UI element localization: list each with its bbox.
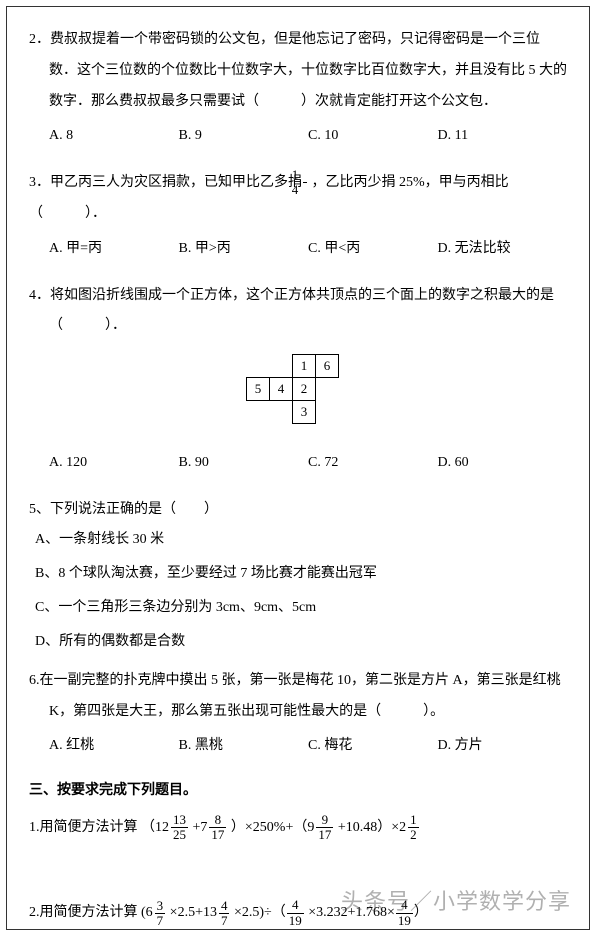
p1-m1-d: 25 [171, 828, 188, 842]
p2-number: 2. [29, 905, 40, 920]
q5-text: 下列说法正确的是（ ） [50, 502, 218, 517]
p1-plus2: +10.48）× [334, 820, 399, 835]
p1-m1-w: 12 [155, 813, 169, 844]
q2-opt-a: A. 8 [49, 121, 179, 152]
net-cell-3: 3 [292, 400, 316, 424]
q2-options: A. 8 B. 9 C. 10 D. 11 [29, 121, 567, 152]
q2-number: 2． [29, 32, 50, 47]
q3-frac: 14 [303, 168, 307, 198]
q6-number: 6. [29, 673, 40, 688]
p1-m1-n: 13 [171, 813, 188, 828]
q5-opt-c: C、一个三角形三条边分别为 3cm、9cm、5cm [29, 594, 567, 622]
q5-opt-b: B、8 个球队淘汰赛，至少要经过 7 场比赛才能赛出冠军 [29, 560, 567, 588]
p1-m4: 212 [399, 813, 420, 844]
p1-m2-w: 7 [200, 813, 207, 844]
q3-frac-num: 1 [303, 168, 307, 183]
p1-m2-d: 17 [209, 828, 226, 842]
p2-m2-d: 7 [219, 914, 230, 928]
question-4: 4．将如图沿折线围成一个正方体，这个正方体共顶点的三个面上的数字之积最大的是（ … [29, 281, 567, 479]
q4-number: 4． [29, 288, 50, 303]
section-3-title: 三、按要求完成下列题目。 [29, 780, 567, 802]
p2-m2-n: 4 [219, 899, 230, 914]
p1-m4-d: 2 [408, 828, 419, 842]
p2-f1-d: 19 [287, 914, 304, 928]
q4-opt-b: B. 90 [179, 448, 309, 479]
p2-m2-w: 13 [203, 898, 217, 929]
p2-m1-w: 6 [146, 898, 153, 929]
p1-m3: 9917 [307, 813, 334, 844]
q3-opt-c: C. 甲<丙 [308, 234, 438, 265]
q3-frac-den: 4 [303, 183, 307, 197]
question-2: 2．费叔叔提着一个带密码锁的公文包，但是他忘记了密码，只记得密码是一个三位数．这… [29, 25, 567, 152]
page: 2．费叔叔提着一个带密码锁的公文包，但是他忘记了密码，只记得密码是一个三位数．这… [6, 6, 590, 930]
question-5: 5、下列说法正确的是（ ） A、一条射线长 30 米 B、8 个球队淘汰赛，至少… [29, 495, 567, 656]
q3-pre: 甲乙丙三人为灾区捐款，已知甲比乙多捐 [50, 175, 302, 190]
q6-opt-c: C. 梅花 [308, 731, 438, 762]
question-6: 6.在一副完整的扑克牌中摸出 5 张，第一张是梅花 10，第二张是方片 A，第三… [29, 666, 567, 762]
net-cell-6: 6 [315, 354, 339, 378]
q6-opt-b: B. 黑桃 [179, 731, 309, 762]
q3-opt-b: B. 甲>丙 [179, 234, 309, 265]
problem-1: 1.用简便方法计算 （121325 +7817 ）×250%+（9917 +10… [29, 813, 567, 844]
q4-options: A. 120 B. 90 C. 72 D. 60 [29, 448, 567, 479]
watermark: 头条号／小学数学分享 [341, 884, 571, 919]
q6-opt-a: A. 红桃 [49, 731, 179, 762]
p1-m3-n: 9 [316, 813, 333, 828]
q2-opt-c: C. 10 [308, 121, 438, 152]
p1-m2-n: 8 [209, 813, 226, 828]
p1-m3-d: 17 [316, 828, 333, 842]
q2-opt-d: D. 11 [438, 121, 568, 152]
p2-m1-d: 7 [155, 914, 166, 928]
q5-opt-d: D、所有的偶数都是合数 [29, 628, 567, 656]
q4-text: 将如图沿折线围成一个正方体，这个正方体共顶点的三个面上的数字之积最大的是（ ）． [49, 288, 554, 334]
p1-mid1: ）×250%+（ [227, 820, 307, 835]
p1-pre: 用简便方法计算 （ [40, 820, 156, 835]
q4-opt-d: D. 60 [438, 448, 568, 479]
q2-text: 费叔叔提着一个带密码锁的公文包，但是他忘记了密码，只记得密码是一个三位数．这个三… [49, 32, 567, 109]
p2-m1-n: 3 [155, 899, 166, 914]
net-cell-5: 5 [246, 377, 270, 401]
p1-plus1: + [189, 820, 200, 835]
p2-f1: 419 [287, 898, 304, 928]
q3-number: 3． [29, 175, 50, 190]
p2-t1: ×2.5+ [166, 905, 203, 920]
p2-m1: 637 [146, 898, 167, 929]
p1-m1: 121325 [155, 813, 189, 844]
q3-mid: ，乙比丙少捐 25%，甲与丙相比 [308, 175, 509, 190]
q3-opt-d: D. 无法比较 [438, 234, 568, 265]
net-cell-4: 4 [269, 377, 293, 401]
q6-text: 在一副完整的扑克牌中摸出 5 张，第一张是梅花 10，第二张是方片 A，第三张是… [40, 673, 561, 719]
question-3: 3．甲乙丙三人为灾区捐款，已知甲比乙多捐14 ，乙比丙少捐 25%，甲与丙相比 … [29, 168, 567, 264]
cube-net: 1 6 5 4 2 3 [228, 350, 368, 440]
q2-opt-b: B. 9 [179, 121, 309, 152]
q6-options: A. 红桃 B. 黑桃 C. 梅花 D. 方片 [29, 731, 567, 762]
p1-m3-w: 9 [307, 813, 314, 844]
p1-m2: 7817 [200, 813, 227, 844]
p2-t2: ×2.5)÷（ [230, 905, 285, 920]
q3-opt-a: A. 甲=丙 [49, 234, 179, 265]
p1-m4-n: 1 [408, 813, 419, 828]
p1-number: 1. [29, 820, 40, 835]
q5-number: 5、 [29, 502, 50, 517]
p2-f1-n: 4 [287, 898, 304, 913]
q6-opt-d: D. 方片 [438, 731, 568, 762]
p2-m2: 1347 [203, 898, 231, 929]
q3-options: A. 甲=丙 B. 甲>丙 C. 甲<丙 D. 无法比较 [29, 234, 567, 265]
q3-tail: （ ）． [29, 206, 106, 221]
q5-opt-a: A、一条射线长 30 米 [29, 526, 567, 554]
q4-opt-a: A. 120 [49, 448, 179, 479]
p1-m4-w: 2 [399, 813, 406, 844]
p2-pre: 用简便方法计算 ( [40, 905, 146, 920]
q4-opt-c: C. 72 [308, 448, 438, 479]
